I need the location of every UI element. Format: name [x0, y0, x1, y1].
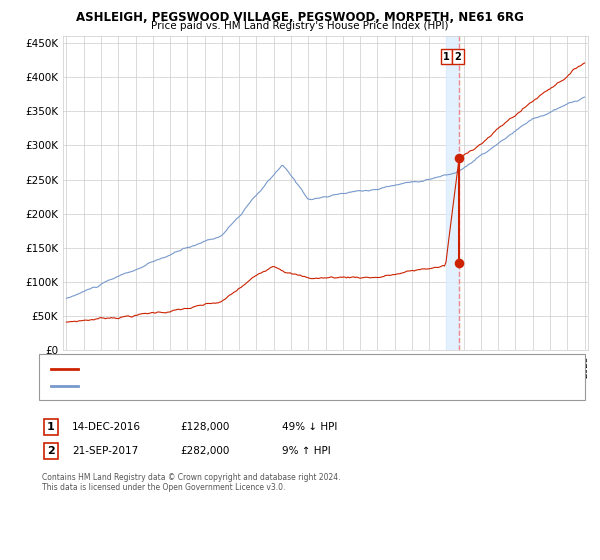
Text: 14-DEC-2016: 14-DEC-2016: [72, 422, 141, 432]
Text: 2: 2: [47, 446, 55, 456]
Text: ASHLEIGH, PEGSWOOD VILLAGE, PEGSWOOD, MORPETH, NE61 6RG (detached house): ASHLEIGH, PEGSWOOD VILLAGE, PEGSWOOD, MO…: [82, 364, 455, 373]
Text: 9% ↑ HPI: 9% ↑ HPI: [282, 446, 331, 456]
Bar: [446, 36, 459, 350]
Text: £282,000: £282,000: [180, 446, 229, 456]
Point: [454, 258, 464, 267]
Text: Price paid vs. HM Land Registry's House Price Index (HPI): Price paid vs. HM Land Registry's House …: [151, 21, 449, 31]
Text: 49% ↓ HPI: 49% ↓ HPI: [282, 422, 337, 432]
Point: [454, 153, 464, 162]
Text: Contains HM Land Registry data © Crown copyright and database right 2024.: Contains HM Land Registry data © Crown c…: [42, 473, 341, 482]
Text: 21-SEP-2017: 21-SEP-2017: [72, 446, 138, 456]
Text: ASHLEIGH, PEGSWOOD VILLAGE, PEGSWOOD, MORPETH, NE61 6RG: ASHLEIGH, PEGSWOOD VILLAGE, PEGSWOOD, MO…: [76, 11, 524, 24]
Text: 1: 1: [47, 422, 55, 432]
Text: 2: 2: [455, 52, 461, 62]
Text: 1: 1: [443, 52, 450, 62]
Text: £128,000: £128,000: [180, 422, 229, 432]
Text: This data is licensed under the Open Government Licence v3.0.: This data is licensed under the Open Gov…: [42, 483, 286, 492]
Text: HPI: Average price, detached house, Northumberland: HPI: Average price, detached house, Nort…: [82, 382, 313, 391]
